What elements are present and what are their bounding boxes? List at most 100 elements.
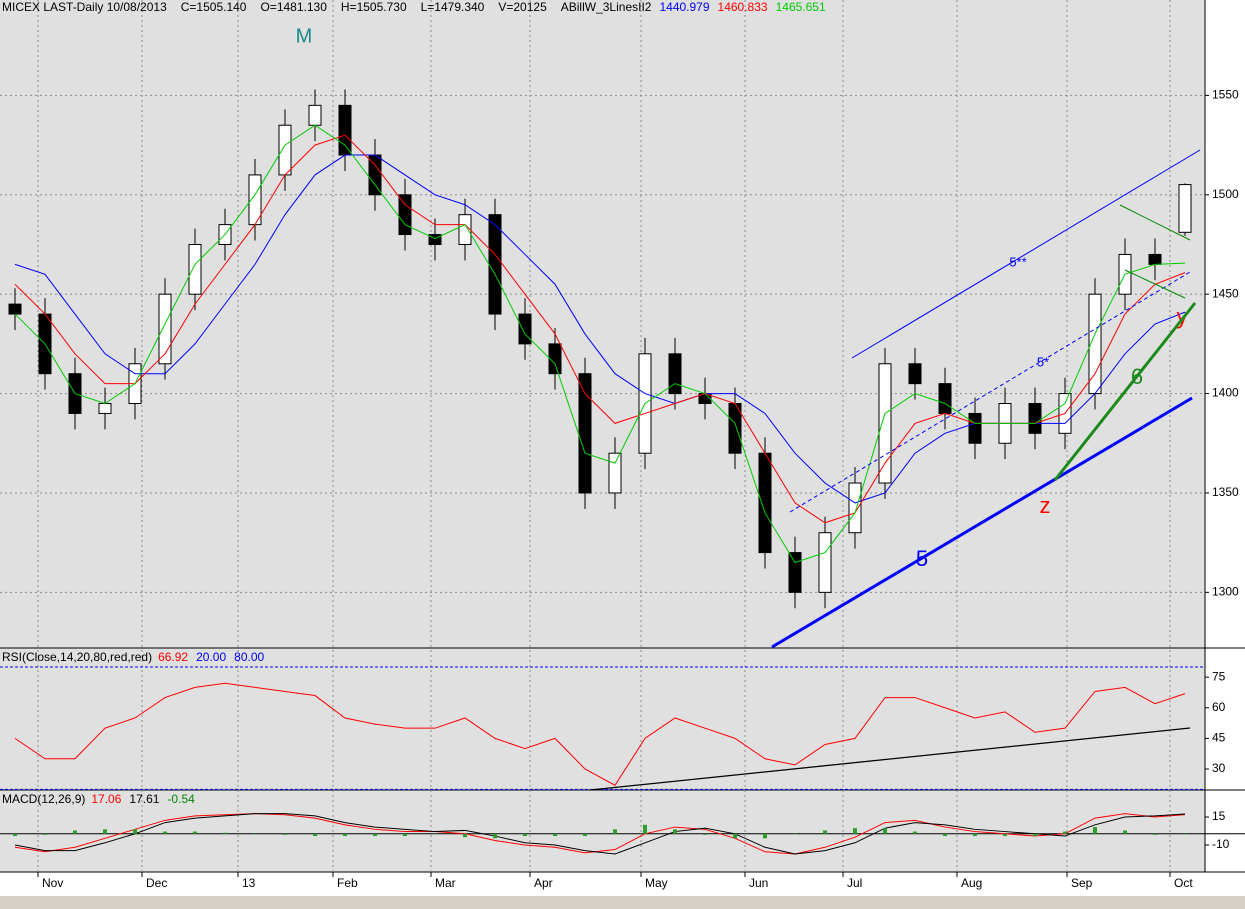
histogram-bar (43, 833, 47, 835)
x-tick-label: Nov (42, 876, 63, 890)
x-tick-label: 13 (242, 876, 256, 890)
readout: V=20125 (498, 0, 547, 14)
histogram-bar (703, 833, 707, 835)
ma-readout: 1465.651 (776, 0, 826, 14)
candle-body (278, 124, 292, 176)
channel-line (789, 271, 1191, 513)
candle-body (8, 303, 22, 315)
line-series (14, 813, 1186, 855)
candle-body (338, 104, 352, 156)
y-tick-label: 1500 (1212, 187, 1239, 201)
wedge-line (1119, 204, 1191, 241)
y-tick-label: 75 (1212, 669, 1226, 683)
candle-body (1178, 184, 1192, 233)
annotation: 5** (1009, 254, 1026, 269)
histogram-bar (313, 833, 317, 837)
histogram-bar (463, 833, 467, 838)
x-tick-label: Dec (146, 876, 167, 890)
x-tick-label: Feb (337, 876, 358, 890)
candle-body (758, 452, 772, 554)
annotation: M (296, 25, 313, 47)
histogram-bar (223, 832, 227, 834)
candle-body (1028, 403, 1042, 434)
candle-body (578, 373, 592, 494)
histogram-bar (883, 828, 887, 834)
x-tick-label: Mar (435, 876, 456, 890)
histogram-bar (913, 831, 917, 834)
histogram-bar (1063, 831, 1067, 834)
y-tick-label: 1550 (1212, 88, 1239, 102)
x-tick-label: Jun (749, 876, 768, 890)
candle-body (398, 194, 412, 236)
histogram-bar (343, 833, 347, 837)
histogram-bar (163, 831, 167, 834)
ma-readout: 1460.833 (718, 0, 768, 14)
histogram-bar (493, 833, 497, 839)
candle-body (668, 353, 682, 395)
y-tick-label: 60 (1212, 700, 1226, 714)
readout: 66.92 (158, 650, 188, 664)
histogram-bar (373, 833, 377, 837)
candle-body (818, 532, 832, 593)
scrollbar (0, 896, 1245, 909)
histogram-bar (1153, 833, 1157, 835)
readout: L=1479.340 (421, 0, 485, 14)
candle-body (848, 482, 862, 534)
ma-readout: 1440.979 (659, 0, 709, 14)
line-series (14, 813, 1186, 855)
histogram-bar (133, 829, 137, 834)
y-tick-label: 1400 (1212, 386, 1239, 400)
histogram-bar (1183, 833, 1187, 835)
x-tick-label: May (645, 876, 668, 890)
y-tick-label: -10 (1212, 837, 1230, 851)
histogram-bar (73, 830, 77, 834)
wedge-line (1124, 269, 1186, 299)
y-tick-label: 1450 (1212, 286, 1239, 300)
histogram-bar (943, 833, 947, 837)
trend-line (1053, 302, 1197, 481)
y-tick-label: 1350 (1212, 485, 1239, 499)
candle-body (908, 363, 922, 385)
candle-body (608, 452, 622, 494)
readout: O=1481.130 (260, 0, 327, 14)
annotation: z (1040, 493, 1051, 518)
candle-body (488, 214, 502, 315)
candle-body (968, 412, 982, 444)
candle-body (98, 403, 112, 414)
readout: 17.61 (129, 792, 159, 806)
y-tick-label: 1300 (1212, 585, 1239, 599)
candle-body (458, 214, 472, 245)
x-tick-label: Apr (534, 876, 553, 890)
histogram-bar (13, 833, 17, 837)
histogram-bar (853, 828, 857, 834)
readout: 20.00 (196, 650, 226, 664)
histogram-bar (823, 830, 827, 834)
readout: H=1505.730 (341, 0, 407, 14)
rsi-trend-line (589, 727, 1191, 791)
histogram-bar (1033, 833, 1037, 837)
readout: 80.00 (234, 650, 264, 664)
x-tick-label: Aug (961, 876, 982, 890)
histogram-bar (1093, 827, 1097, 834)
x-tick-label: Jul (847, 876, 862, 890)
candle-body (308, 104, 322, 126)
line-series (14, 682, 1186, 786)
x-tick-label: Oct (1174, 876, 1193, 890)
histogram-bar (253, 833, 257, 835)
readout: C=1505.140 (181, 0, 247, 14)
histogram-bar (973, 833, 977, 837)
chart-title: MICEX LAST-Daily 10/08/2013 (2, 0, 167, 14)
histogram-bar (613, 829, 617, 834)
annotation: 5* (1037, 354, 1049, 369)
macd-title: MACD(12,26,9) (2, 792, 85, 806)
histogram-bar (733, 833, 737, 839)
x-tick-label: Sep (1071, 876, 1093, 890)
channel-line (851, 149, 1201, 359)
candle-body (548, 343, 562, 375)
histogram-bar (763, 833, 767, 839)
histogram-bar (553, 833, 557, 837)
y-tick-label: 45 (1212, 731, 1226, 745)
histogram-bar (523, 833, 527, 837)
histogram-bar (673, 829, 677, 834)
readout: -0.54 (167, 792, 195, 806)
